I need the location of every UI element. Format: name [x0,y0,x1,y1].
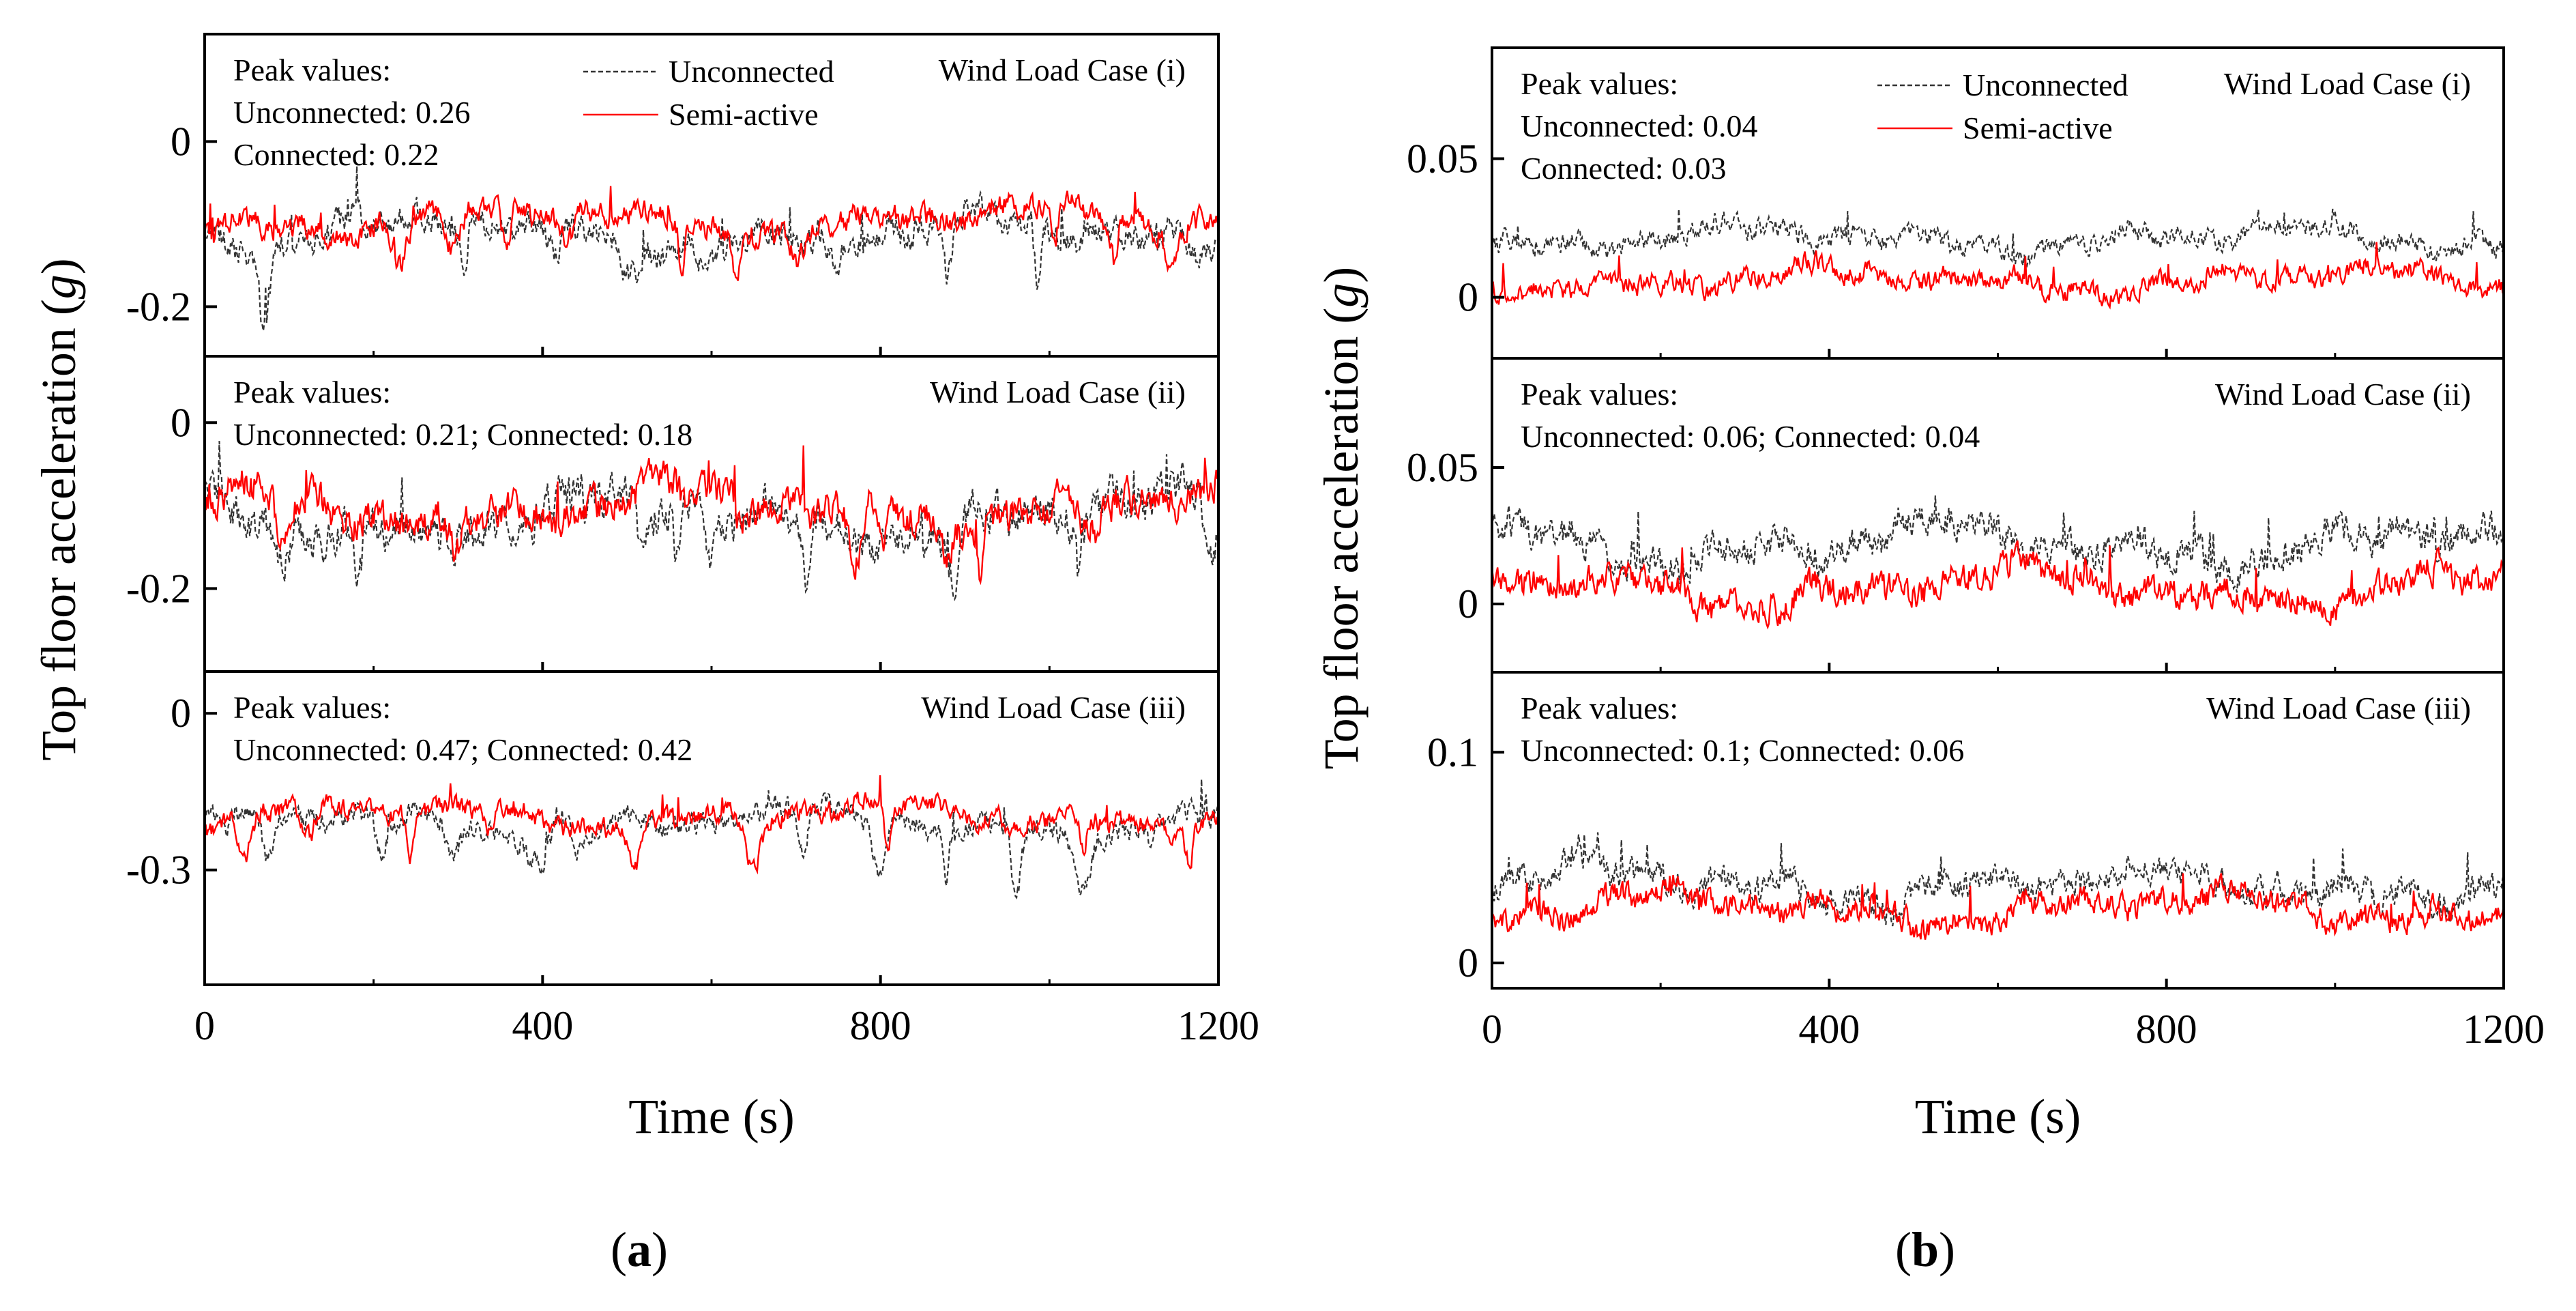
panel-b-3: 0.1 0 Peak values: Unconnected: 0.1; Connec… [1427,671,2505,990]
wind-load-case-label: Wind Load Case (ii) [930,375,1186,409]
legend-label-semi-active: Semi-active [669,97,819,132]
legend-label-unconnected: Unconnected [1963,68,2128,102]
x-axis-title: Time (s) [628,1089,794,1144]
peak-values-title: Peak values: [1521,691,1678,725]
y-tick-label: 0 [1458,275,1478,320]
peak-values-line: Connected: 0.03 [1521,151,1727,186]
y-tick-label: 0.05 [1407,445,1478,490]
chart-b: 0.05 0 Peak values: Unconnected: 0.04 Connec… [1314,46,2545,1144]
y-tick-label: 0 [171,691,191,736]
wind-load-case-label: Wind Load Case (i) [939,53,1186,87]
x-tick-label: 800 [850,1003,911,1048]
peak-values-title: Peak values: [1521,66,1678,101]
legend-label-semi-active: Semi-active [1963,111,2113,145]
y-tick-label: 0 [171,119,191,164]
series-line-unconnected [1492,208,2504,269]
series-line-semi-active [205,186,1218,281]
x-tick-label: 400 [512,1003,573,1048]
subfigure-label-a: (a) [611,1222,668,1277]
x-tick-label: 400 [1798,1007,1860,1052]
wind-load-case-label: Wind Load Case (iii) [921,690,1186,725]
wind-load-case-label: Wind Load Case (ii) [2215,377,2471,412]
y-tick-label: 0.05 [1407,136,1478,182]
series-line-semi-active [205,775,1218,875]
y-tick-label: 0.1 [1427,730,1478,775]
x-axis-title: Time (s) [1915,1089,2081,1144]
peak-values-line: Unconnected: 0.06; Connected: 0.04 [1521,419,1980,454]
y-axis-title: Top floor acceleration (g) [31,258,86,761]
panel-b-1: 0.05 0 Peak values: Unconnected: 0.04 Connec… [1407,46,2505,360]
peak-values-title: Peak values: [233,53,391,87]
legend-label-unconnected: Unconnected [669,54,834,89]
panel-a-3: 0 -0.3 Peak values: Unconnected: 0.47; Conn… [126,670,1220,986]
peak-values-line: Unconnected: 0.21; Connected: 0.18 [233,417,692,452]
series-line-unconnected [1492,832,2504,927]
legend: Unconnected Semi-active [1877,68,2128,145]
wind-load-case-label: Wind Load Case (i) [2224,66,2471,101]
y-tick-label: -0.2 [126,566,191,611]
series-line-semi-active [205,445,1218,586]
x-tick-label: 800 [2136,1007,2197,1052]
chart-a: 0 -0.2 Peak values: Unconnected: 0.26 Connec… [31,33,1259,1144]
series-line-semi-active [1492,540,2504,630]
subfigure-label-b: (b) [1895,1222,1955,1277]
series-line-unconnected [205,441,1218,601]
peak-values-title: Peak values: [233,690,391,725]
x-tick-label: 1200 [2463,1007,2545,1052]
panel-a-2: 0 -0.2 Peak values: Unconnected: 0.21; Conn… [126,355,1220,673]
x-tick-label: 0 [194,1003,215,1048]
series-line-semi-active [1492,873,2504,940]
peak-values-line: Unconnected: 0.1; Connected: 0.06 [1521,733,1964,768]
y-tick-label: -0.3 [126,848,191,893]
legend: Unconnected Semi-active [583,54,834,132]
wind-load-case-label: Wind Load Case (iii) [2206,691,2471,725]
peak-values-line: Connected: 0.22 [233,137,439,172]
x-tick-label: 1200 [1177,1003,1259,1048]
series-line-unconnected [1492,495,2504,593]
x-tick-label: 0 [1482,1007,1502,1052]
peak-values-line: Unconnected: 0.47; Connected: 0.42 [233,732,692,767]
panel-b-2: 0.05 0 Peak values: Unconnected: 0.06; Conn… [1407,357,2505,674]
y-tick-label: 0 [1458,581,1478,626]
series-line-semi-active [1492,242,2504,310]
y-tick-label: 0 [171,400,191,445]
series-line-unconnected [205,779,1218,899]
y-axis-title: Top floor acceleration (g) [1314,267,1368,770]
y-tick-label: -0.2 [126,284,191,329]
peak-values-line: Unconnected: 0.26 [233,95,470,130]
peak-values-title: Peak values: [1521,377,1678,412]
peak-values-title: Peak values: [233,375,391,409]
series-line-unconnected [205,166,1218,331]
panel-a-1: 0 -0.2 Peak values: Unconnected: 0.26 Connec… [126,33,1220,358]
y-tick-label: 0 [1458,940,1478,985]
peak-values-line: Unconnected: 0.04 [1521,109,1757,143]
